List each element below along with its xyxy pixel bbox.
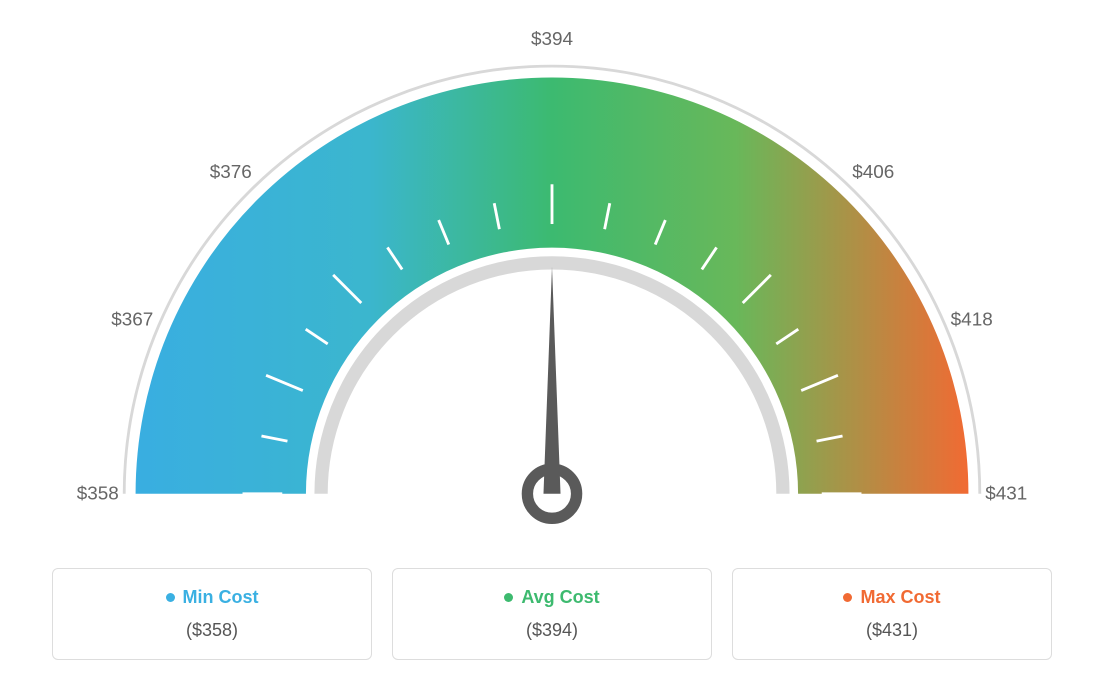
gauge-svg: $358 $367 $376 $394 $406 $418 $431 — [62, 30, 1042, 560]
legend-min-value: ($358) — [73, 620, 351, 641]
gauge-tick-label: $358 — [77, 483, 119, 504]
cost-gauge: $358 $367 $376 $394 $406 $418 $431 — [62, 30, 1042, 560]
gauge-tick-label: $418 — [951, 310, 993, 331]
legend-max-label: Max Cost — [753, 587, 1031, 608]
gauge-tick-label: $431 — [985, 483, 1027, 504]
legend-max-card: Max Cost ($431) — [732, 568, 1052, 660]
gauge-tick-label: $406 — [852, 162, 894, 183]
legend-avg-card: Avg Cost ($394) — [392, 568, 712, 660]
gauge-tick-label: $367 — [111, 310, 153, 331]
legend-min-label: Min Cost — [73, 587, 351, 608]
legend-avg-value: ($394) — [413, 620, 691, 641]
legend: Min Cost ($358) Avg Cost ($394) Max Cost… — [52, 568, 1052, 660]
legend-avg-label: Avg Cost — [413, 587, 691, 608]
gauge-tick-label: $376 — [210, 162, 252, 183]
gauge-tick-label: $394 — [531, 30, 573, 50]
legend-max-value: ($431) — [753, 620, 1031, 641]
legend-min-card: Min Cost ($358) — [52, 568, 372, 660]
gauge-needle — [543, 267, 560, 494]
